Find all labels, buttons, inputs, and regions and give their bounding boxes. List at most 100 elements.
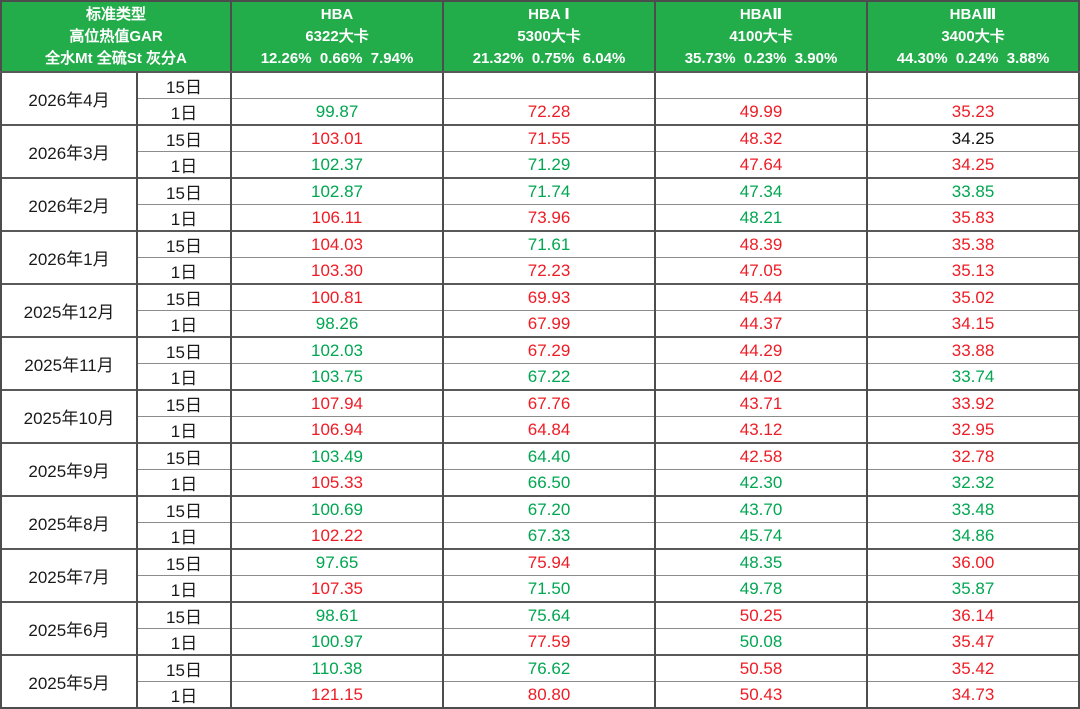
value-cell: [442, 71, 657, 99]
value-cell: 32.95: [866, 416, 1080, 444]
value-cell: 64.40: [442, 442, 657, 470]
day-label-cell: 1日: [135, 257, 233, 285]
value-cell: 98.26: [230, 310, 445, 338]
value-cell: 34.25: [866, 151, 1080, 179]
value-cell: 67.76: [442, 389, 657, 417]
product-specs: 44.30% 0.24% 3.88%: [896, 49, 1050, 67]
value-cell: 44.37: [654, 310, 869, 338]
value-cell: 73.96: [442, 204, 657, 232]
value-cell: 32.32: [866, 469, 1080, 497]
value-cell: 67.20: [442, 495, 657, 523]
value-cell: 48.32: [654, 124, 869, 152]
month-cell: 2025年8月: [0, 495, 138, 550]
spec-line-type: 标准类型: [86, 5, 147, 23]
value-cell: 43.71: [654, 389, 869, 417]
value-cell: 67.29: [442, 336, 657, 364]
value-cell: 35.47: [866, 628, 1080, 656]
value-cell: 50.08: [654, 628, 869, 656]
product-kcal: 4100大卡: [729, 27, 793, 45]
table-row: 2025年10月 15日 107.94 67.76 43.71 33.92: [0, 389, 1080, 444]
value-cell: 121.15: [230, 681, 445, 709]
value-cell: 44.02: [654, 363, 869, 391]
table-row: 1日 106.94 64.84 43.12 32.95: [1, 416, 1080, 444]
value-cell: 80.80: [442, 681, 657, 709]
spec-line-mt-st-a: 全水Mt 全硫St 灰分A: [45, 49, 187, 67]
value-cell: 71.61: [442, 230, 657, 258]
day-label-cell: 1日: [135, 204, 233, 232]
table-row: 1日 102.22 67.33 45.74 34.86: [1, 522, 1080, 550]
table-row: 2025年7月 15日 97.65 75.94 48.35 36.00: [0, 548, 1080, 603]
value-cell: 33.48: [866, 495, 1080, 523]
day-label-cell: 1日: [135, 575, 233, 603]
day-label-cell: 15日: [135, 230, 233, 258]
value-cell: 36.14: [866, 601, 1080, 629]
table-body: 2026年4月 15日 1日 99.87 72.28 49.99 35.23 2026年3月 1…: [0, 71, 1080, 709]
value-cell: 48.39: [654, 230, 869, 258]
product-header-hba-1: HBA Ⅰ 5300大卡 21.32% 0.75% 6.04%: [442, 0, 657, 73]
product-specs: 21.32% 0.75% 6.04%: [472, 49, 626, 67]
product-header-hba-2: HBAⅡ 4100大卡 35.73% 0.23% 3.90%: [654, 0, 869, 73]
value-cell: 103.49: [230, 442, 445, 470]
value-cell: 35.02: [866, 283, 1080, 311]
table-row: 1日 98.26 67.99 44.37 34.15: [1, 310, 1080, 338]
value-cell: 106.11: [230, 204, 445, 232]
table-row: 1日 106.11 73.96 48.21 35.83: [1, 204, 1080, 232]
table-row: 1日 103.75 67.22 44.02 33.74: [1, 363, 1080, 391]
value-cell: 42.30: [654, 469, 869, 497]
table-row: 1日 100.97 77.59 50.08 35.47: [1, 628, 1080, 656]
value-cell: 72.23: [442, 257, 657, 285]
product-kcal: 5300大卡: [517, 27, 581, 45]
value-cell: 102.37: [230, 151, 445, 179]
table-row: 2026年3月 15日 103.01 71.55 48.32 34.25: [0, 124, 1080, 179]
day-label-cell: 15日: [135, 389, 233, 417]
value-cell: 100.69: [230, 495, 445, 523]
month-cell: 2025年11月: [0, 336, 138, 391]
value-cell: 50.58: [654, 654, 869, 682]
value-cell: 34.25: [866, 124, 1080, 152]
value-cell: 103.30: [230, 257, 445, 285]
value-cell: [230, 71, 445, 99]
value-cell: 43.70: [654, 495, 869, 523]
value-cell: 75.94: [442, 548, 657, 576]
value-cell: 98.61: [230, 601, 445, 629]
value-cell: 36.00: [866, 548, 1080, 576]
day-label-cell: 15日: [135, 654, 233, 682]
value-cell: 107.35: [230, 575, 445, 603]
value-cell: 67.99: [442, 310, 657, 338]
value-cell: 103.01: [230, 124, 445, 152]
value-cell: 66.50: [442, 469, 657, 497]
day-label-cell: 15日: [135, 283, 233, 311]
table-row: 2025年9月 15日 103.49 64.40 42.58 32.78: [0, 442, 1080, 497]
product-name: HBA: [320, 5, 354, 23]
day-label-cell: 1日: [135, 416, 233, 444]
table-row: 2025年8月 15日 100.69 67.20 43.70 33.48: [0, 495, 1080, 550]
value-cell: 69.93: [442, 283, 657, 311]
value-cell: 35.38: [866, 230, 1080, 258]
value-cell: 110.38: [230, 654, 445, 682]
month-cell: 2025年6月: [0, 601, 138, 656]
table-row: 1日 103.30 72.23 47.05 35.13: [1, 257, 1080, 285]
table-row: 2025年6月 15日 98.61 75.64 50.25 36.14: [0, 601, 1080, 656]
value-cell: 71.50: [442, 575, 657, 603]
value-cell: 33.92: [866, 389, 1080, 417]
value-cell: 34.86: [866, 522, 1080, 550]
value-cell: 33.74: [866, 363, 1080, 391]
value-cell: 43.12: [654, 416, 869, 444]
value-cell: 50.43: [654, 681, 869, 709]
month-cell: 2026年1月: [0, 230, 138, 285]
table-row: 1日 121.15 80.80 50.43 34.73: [1, 681, 1080, 709]
header-row: 标准类型 高位热值GAR 全水Mt 全硫St 灰分A HBA 6322大卡 12…: [0, 0, 1080, 73]
table-row: 1日 105.33 66.50 42.30 32.32: [1, 469, 1080, 497]
month-cell: 2026年3月: [0, 124, 138, 179]
value-cell: 34.15: [866, 310, 1080, 338]
value-cell: 47.64: [654, 151, 869, 179]
value-cell: 71.29: [442, 151, 657, 179]
day-label-cell: 15日: [135, 124, 233, 152]
table-row: 2026年1月 15日 104.03 71.61 48.39 35.38: [0, 230, 1080, 285]
value-cell: 35.23: [866, 98, 1080, 126]
spec-header-cell: 标准类型 高位热值GAR 全水Mt 全硫St 灰分A: [0, 0, 233, 73]
product-kcal: 3400大卡: [941, 27, 1005, 45]
month-cell: 2025年5月: [0, 654, 138, 709]
value-cell: 76.62: [442, 654, 657, 682]
